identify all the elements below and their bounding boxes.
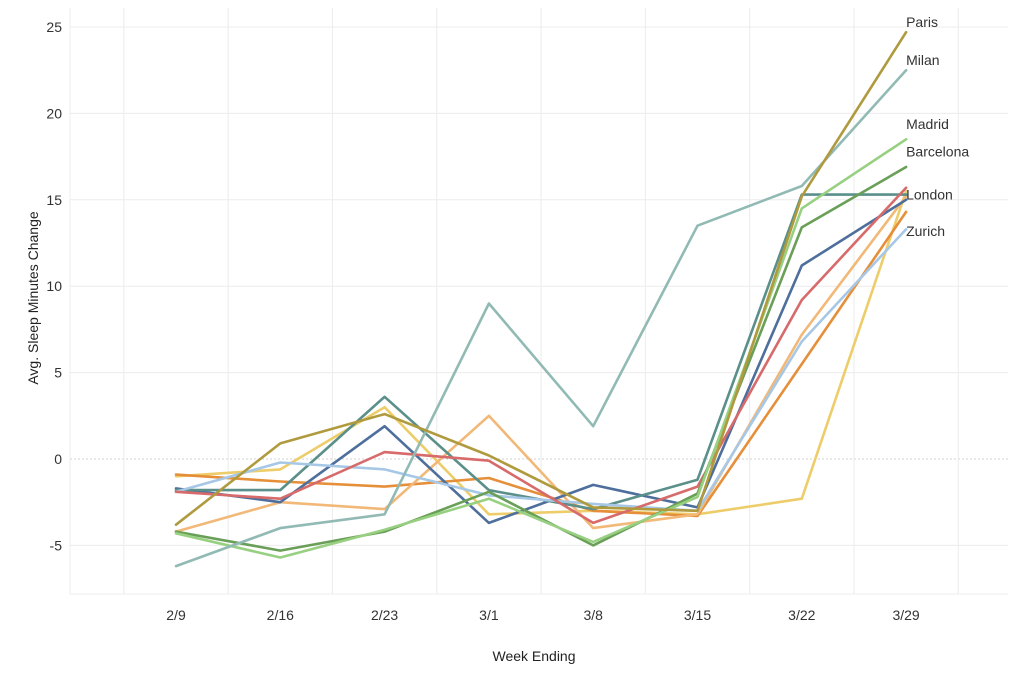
x-tick-label: 3/15: [684, 607, 711, 623]
vertical-gridlines: [69, 8, 1008, 595]
gridlines: [70, 26, 1008, 546]
x-tick-label: 2/23: [371, 607, 398, 623]
x-tick-label: 2/16: [267, 607, 294, 623]
series-labels: Paris Milan Madrid Barcelona London Zurich: [906, 14, 969, 239]
x-tick-label: 2/9: [166, 607, 186, 623]
series-line-zurich: [174, 227, 908, 513]
x-axis-ticks: 2/9 2/16 2/23 3/1 3/8 3/15 3/22 3/29: [166, 607, 920, 623]
y-tick-label: -5: [50, 537, 63, 553]
x-tick-label: 3/22: [788, 607, 815, 623]
series-line-paris: [174, 30, 908, 526]
series-line-city: [174, 210, 908, 518]
y-tick-label: 15: [46, 192, 62, 208]
y-axis-title: Avg. Sleep Minutes Change: [25, 211, 41, 385]
series-label-milan: Milan: [906, 52, 939, 68]
x-axis-title: Week Ending: [492, 648, 575, 664]
series-label-paris: Paris: [906, 14, 938, 30]
series-label-london: London: [906, 187, 953, 203]
y-axis-ticks: -5 0 5 10 15 20 25: [46, 19, 62, 553]
x-tick-label: 3/8: [583, 607, 603, 623]
series-line-city: [174, 189, 908, 516]
series-line-city: [174, 195, 908, 533]
y-tick-label: 0: [54, 451, 62, 467]
x-tick-label: 3/1: [479, 607, 499, 623]
series-label-madrid: Madrid: [906, 116, 949, 132]
y-tick-label: 5: [54, 365, 62, 381]
series-line-madrid: [174, 138, 908, 559]
series-label-zurich: Zurich: [906, 223, 945, 239]
series-line-london: [174, 186, 908, 525]
y-tick-label: 10: [46, 278, 62, 294]
y-tick-label: 20: [46, 105, 62, 121]
series-line-milan: [174, 68, 908, 568]
series-label-barcelona: Barcelona: [906, 143, 969, 159]
series-line-barcelona: [174, 165, 908, 552]
x-tick-label: 3/29: [892, 607, 919, 623]
series-lines: [174, 30, 908, 568]
y-tick-label: 25: [46, 19, 62, 35]
